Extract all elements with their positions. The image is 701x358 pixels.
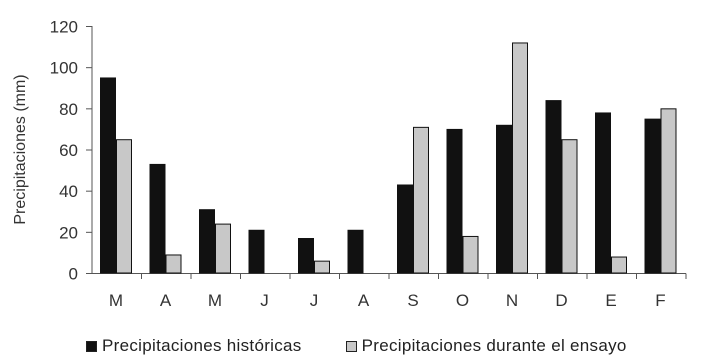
bar-historicas (347, 229, 364, 274)
x-tick-label: F (655, 291, 665, 310)
bar-historicas (644, 118, 661, 274)
bar-historicas (149, 163, 166, 274)
bar-ensayo (314, 260, 330, 274)
bar-chart: 0 20 40 60 80 100 120 Precipitaciones (mm) M A M J J… (12, 18, 687, 310)
y-tick-label: 80 (59, 100, 78, 119)
x-tick-label: A (358, 291, 370, 310)
bar-ensayo (660, 108, 677, 274)
bar-ensayo (512, 42, 528, 274)
x-tick-label: S (407, 291, 418, 310)
x-tick-label: D (555, 291, 567, 310)
x-tick-label: A (160, 291, 172, 310)
legend-item-ensayo: Precipitaciones durante el ensayo (345, 336, 627, 356)
legend-swatch-ensayo (345, 340, 357, 352)
x-tick-label: M (208, 291, 222, 310)
x-tick-label: J (310, 291, 319, 310)
bar-historicas (595, 112, 611, 274)
y-tick-label: 100 (50, 59, 78, 78)
x-tick-label: O (456, 291, 469, 310)
bar-historicas (100, 77, 116, 274)
bar-ensayo (561, 139, 578, 274)
bar-ensayo (116, 139, 132, 274)
y-axis-label: Precipitaciones (mm) (12, 74, 29, 224)
bar-historicas (446, 128, 463, 274)
bar-historicas (199, 209, 215, 274)
legend-label-historicas: Precipitaciones históricas (102, 336, 302, 355)
y-tick-label: 120 (50, 18, 78, 37)
legend: Precipitaciones históricas Precipitacion… (86, 336, 671, 356)
bar-historicas (298, 238, 314, 274)
bar-historicas (496, 124, 512, 274)
bar-ensayo (215, 223, 231, 274)
x-tick-label: M (109, 291, 123, 310)
y-tick-label: 0 (69, 265, 78, 284)
bar-ensayo (413, 126, 429, 274)
y-tick-label: 60 (59, 141, 78, 160)
bar-ensayo (165, 254, 182, 274)
y-tick-label: 20 (59, 223, 78, 242)
x-tick-label: E (605, 291, 616, 310)
bar-ensayo (611, 256, 627, 274)
legend-item-historicas: Precipitaciones históricas (86, 336, 302, 356)
legend-label-ensayo: Precipitaciones durante el ensayo (361, 336, 627, 355)
x-tick-label: N (506, 291, 518, 310)
x-tick-label: J (260, 291, 269, 310)
bar-historicas (397, 184, 413, 274)
bar-ensayo (462, 235, 479, 274)
bar-historicas (545, 100, 562, 274)
legend-swatch-historicas (86, 340, 97, 352)
bar-historicas (248, 229, 265, 274)
y-tick-label: 40 (59, 182, 78, 201)
